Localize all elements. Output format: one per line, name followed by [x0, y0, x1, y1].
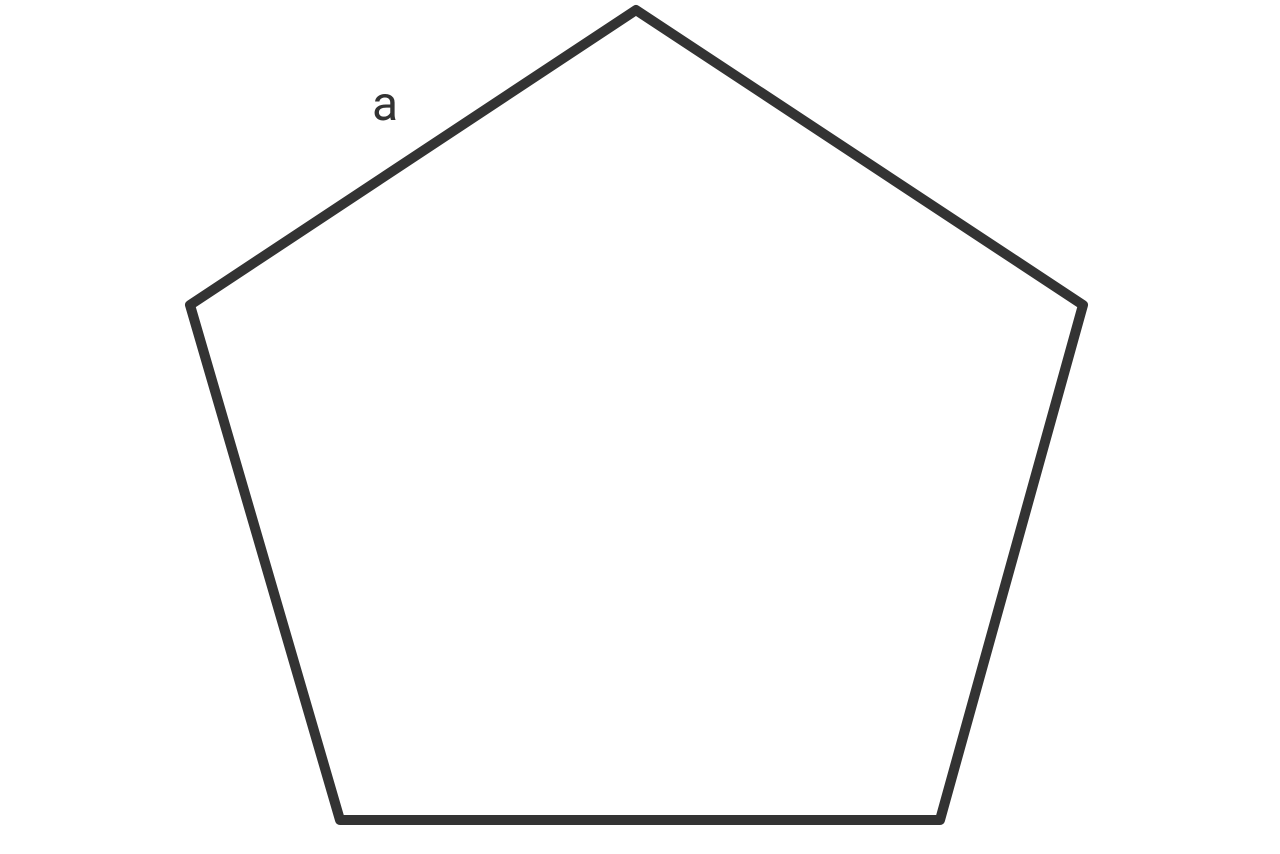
pentagon-shape: [190, 10, 1083, 820]
pentagon-diagram: a: [0, 0, 1280, 854]
side-length-label: a: [372, 75, 398, 132]
pentagon-svg: [0, 0, 1280, 854]
